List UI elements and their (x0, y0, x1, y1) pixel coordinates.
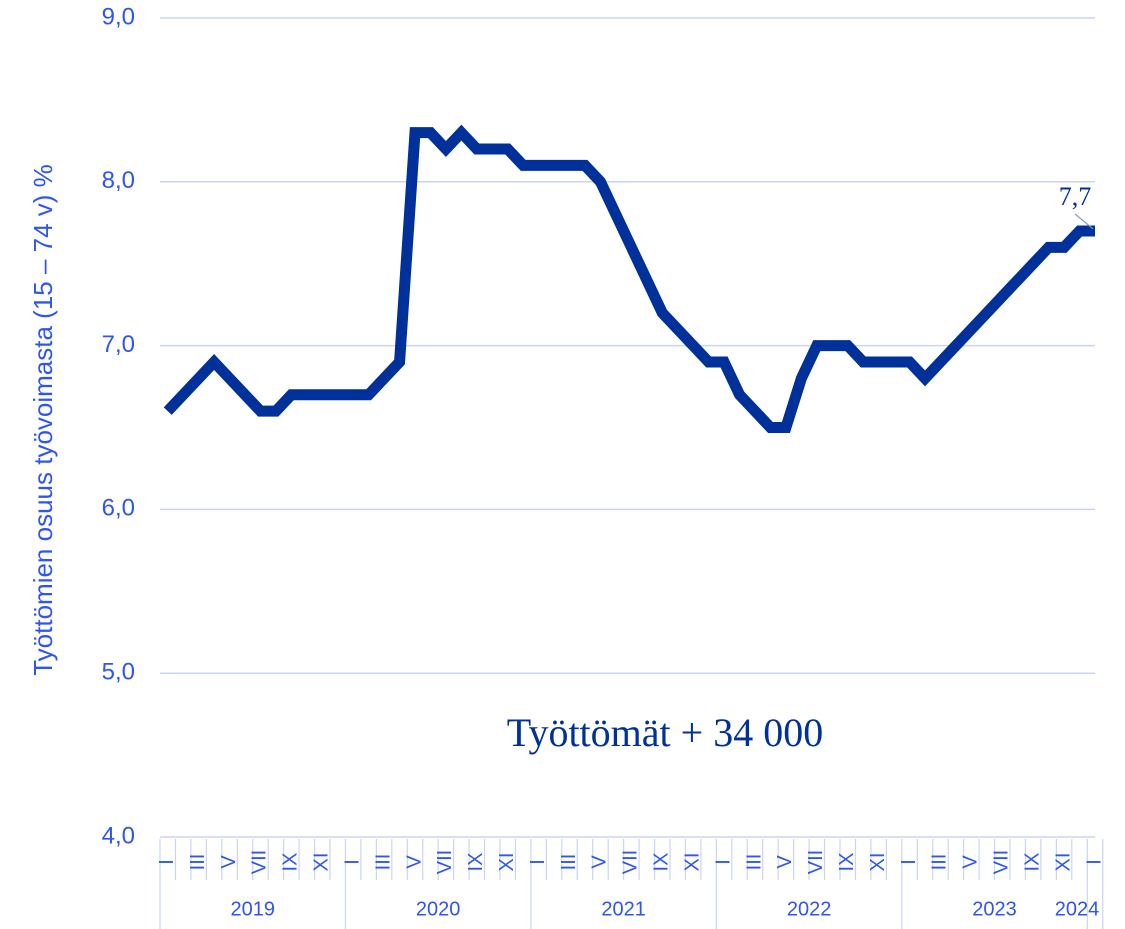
x-tick-label: VII (620, 850, 642, 874)
x-tick-label: XI (867, 853, 889, 872)
x-tick-label: V (960, 855, 982, 869)
x-tick-label: VII (249, 850, 271, 874)
year-label: 2020 (416, 898, 461, 920)
x-tick-label: III (743, 854, 765, 871)
x-tick-label: IX (836, 853, 858, 872)
y-tick-label: 4,0 (102, 822, 135, 849)
x-tick-label: I (527, 859, 549, 865)
y-tick-label: 6,0 (102, 495, 135, 522)
x-tick-label: VII (434, 850, 456, 874)
x-tick-label: IX (1021, 853, 1043, 872)
x-tick-label: XI (681, 853, 703, 872)
year-label: 2021 (601, 898, 646, 920)
y-tick-label: 8,0 (102, 167, 135, 194)
x-tick-label: III (372, 854, 394, 871)
year-label: 2019 (230, 898, 275, 920)
x-tick-label: IX (465, 853, 487, 872)
year-label: 2024 (1055, 898, 1100, 920)
x-tick-label: I (1083, 859, 1105, 865)
data-label: 7,7 (1059, 182, 1092, 211)
x-tick-label: III (187, 854, 209, 871)
y-tick-label: 7,0 (102, 331, 135, 358)
year-label: 2022 (787, 898, 832, 920)
y-tick-label: 9,0 (102, 3, 135, 30)
label-leader (1074, 213, 1094, 230)
x-tick-label: XI (1052, 853, 1074, 872)
x-tick-label: III (929, 854, 951, 871)
x-tick-label: IX (280, 853, 302, 872)
x-tick-label: I (712, 859, 734, 865)
x-tick-label: I (156, 859, 178, 865)
y-tick-label: 5,0 (102, 659, 135, 686)
x-tick-label: V (774, 855, 796, 869)
x-tick-label: VII (991, 850, 1013, 874)
x-tick-label: V (403, 855, 425, 869)
x-tick-label: VII (805, 850, 827, 874)
x-tick-label: V (589, 855, 611, 869)
line-series (163, 124, 1095, 433)
x-tick-label: I (341, 859, 363, 865)
x-tick-label: XI (311, 853, 333, 872)
x-tick-label: XI (496, 853, 518, 872)
x-tick-label: IX (651, 853, 673, 872)
y-axis-label: Työttömien osuus työvoimasta (15 – 74 v)… (28, 164, 58, 676)
year-label: 2023 (972, 898, 1017, 920)
x-tick-label: V (218, 855, 240, 869)
x-tick-label: I (898, 859, 920, 865)
annotation: Työttömät + 34 000 (507, 710, 823, 755)
x-tick-label: III (558, 854, 580, 871)
